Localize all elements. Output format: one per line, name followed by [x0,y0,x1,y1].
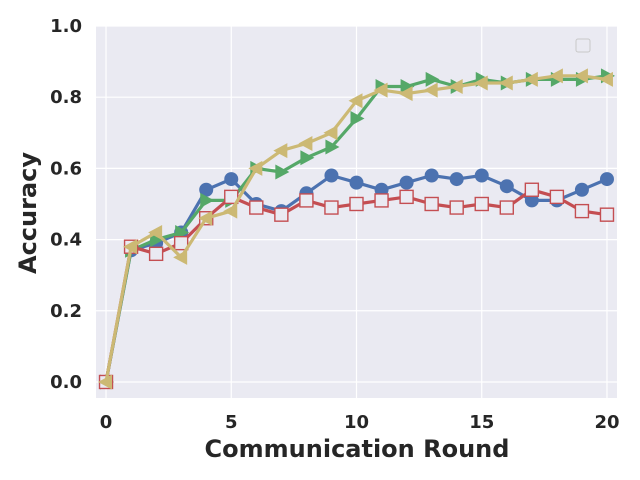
series-4-point [148,224,163,240]
series-3-point [148,246,164,262]
series-1-point [424,168,439,183]
series-4-point [248,160,263,176]
series-4-point [448,79,463,95]
series-4-point [223,203,238,219]
series-2-point [400,79,415,95]
series-4-point [473,75,488,91]
tick-labels: 0.0 0.2 0.4 0.6 0.8 1.0 0 5 10 15 20 [50,16,619,433]
series-2-point [325,139,340,155]
series-4-point [98,374,113,390]
series-3-point [574,203,590,219]
legend [575,38,591,53]
series-3-point [324,200,339,215]
series-1-point [574,182,589,197]
series-4-point [373,82,388,98]
x-tick-label: 10 [344,412,369,433]
series-1-point [599,172,614,187]
series-4-point [173,249,188,265]
series-3-point [474,196,489,212]
y-axis-label: Accuracy [14,152,42,274]
x-tick-label: 5 [225,412,238,433]
y-tick-label: 1.0 [50,16,82,37]
series-layer [98,68,615,390]
x-tick-label: 0 [100,412,113,433]
series-4-point [523,71,538,87]
series-3-point [499,200,514,215]
series-4-point [573,68,588,84]
series-3-point [374,193,389,208]
series-3-point [449,200,464,215]
series-4-point [598,71,613,87]
series-4-point [398,86,413,102]
x-axis-label: Communication Round [205,435,510,463]
series-1-point [324,168,339,183]
series-2-point [200,192,215,208]
series-3-point [224,189,239,205]
series-1-point [474,168,489,183]
series-4-point [123,239,138,255]
series-4 [98,68,613,390]
series-4-point [498,75,513,91]
series-2-point [150,232,165,248]
series-3-point [349,196,364,212]
series-1-point [199,182,214,197]
series-3-point [524,182,540,197]
series-4-point [273,143,288,159]
series-3-point [249,200,264,215]
series-2-point [300,150,315,166]
series-4-point [323,125,338,141]
y-tick-label: 0.8 [50,87,82,108]
y-tick-label: 0.0 [50,372,82,393]
series-4-point [423,82,438,98]
series-1-point [499,179,514,194]
series-2-point [425,71,440,87]
series-3-point [599,207,615,222]
series-3-point [424,196,439,212]
y-tick-label: 0.2 [50,301,82,322]
y-tick-label: 0.4 [50,230,82,251]
series-3-point [274,207,289,222]
series-4-point [198,210,213,226]
series-3-point [173,235,189,251]
series-3-point [399,189,414,205]
y-tick-label: 0.6 [50,158,82,179]
series-4-point [548,68,563,84]
x-tick-label: 15 [469,412,494,433]
series-3-point [299,193,314,208]
series-4-point [298,135,313,151]
series-3-point [549,189,565,205]
series-1-point [449,172,464,187]
series-1-point [349,175,364,190]
series-4-point [348,93,363,109]
series-2-point [275,164,290,180]
x-tick-label: 20 [594,412,619,433]
series-1-point [224,172,239,187]
series-1-point [399,175,414,190]
series-2-point [350,111,365,127]
